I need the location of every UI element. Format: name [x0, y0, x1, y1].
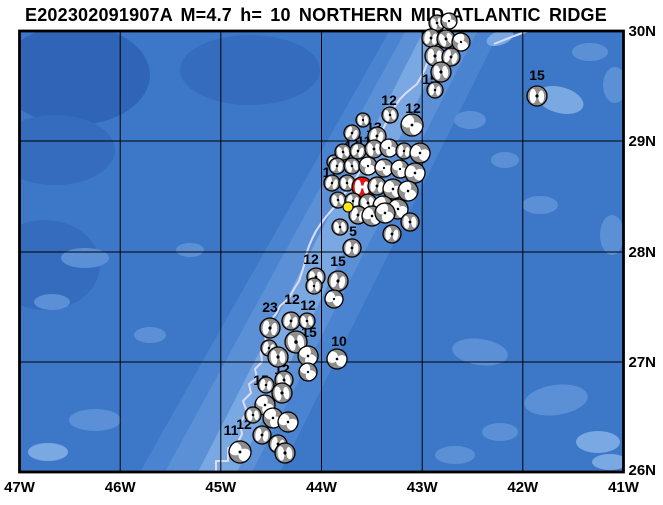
depth-label: 5	[349, 223, 357, 239]
beachball-event[interactable]	[400, 113, 424, 137]
map-frame	[18, 29, 625, 474]
x-axis-label: 42W	[507, 479, 539, 496]
beachball-event[interactable]	[373, 201, 398, 226]
beachball-event[interactable]	[328, 157, 347, 176]
x-axis-label: 44W	[306, 479, 338, 496]
beachball-event[interactable]	[395, 142, 413, 160]
y-axis-label: 30N	[629, 23, 657, 40]
beachball-event[interactable]	[227, 439, 252, 464]
depth-label: 15	[529, 67, 545, 83]
x-axis-label: 46W	[105, 479, 137, 496]
beachball-event[interactable]	[280, 310, 301, 331]
beachball-event[interactable]	[356, 154, 379, 177]
x-axis-label: 45W	[205, 479, 237, 496]
beachball-event[interactable]	[367, 176, 388, 197]
x-axis-label: 43W	[407, 479, 439, 496]
beachball-event[interactable]	[430, 61, 453, 84]
epicenter-dot[interactable]	[342, 201, 354, 213]
y-axis-label: 29N	[629, 133, 657, 150]
depth-label: 12	[405, 100, 421, 116]
beachball-event[interactable]	[426, 81, 444, 99]
beachball-event[interactable]	[440, 46, 462, 68]
y-axis-label: 27N	[629, 354, 657, 371]
depth-label: 23	[262, 299, 278, 315]
depth-label: 12	[284, 291, 300, 307]
beachball-event[interactable]	[440, 12, 459, 31]
depth-label: 12	[381, 92, 397, 108]
beachball-event[interactable]	[259, 317, 281, 339]
ridge-axis-line	[215, 31, 533, 472]
beachball-event[interactable]	[271, 382, 294, 405]
beachball-event[interactable]	[334, 143, 353, 162]
beachball-event[interactable]	[421, 28, 441, 48]
beachball-event[interactable]	[342, 156, 362, 176]
focal-mechanisms	[227, 12, 548, 464]
graticule	[19, 31, 624, 472]
beachball-event[interactable]	[305, 277, 323, 295]
beachball-event[interactable]	[298, 362, 318, 382]
x-axis-label: 41W	[608, 479, 640, 496]
beachball-event[interactable]	[355, 112, 371, 128]
depth-label: 10	[331, 333, 347, 349]
beachball-event[interactable]	[338, 174, 356, 192]
beachball-event[interactable]	[395, 178, 420, 203]
beachball-event[interactable]	[283, 329, 309, 355]
beachball-event[interactable]	[323, 288, 345, 310]
x-axis-label: 47W	[4, 479, 36, 496]
depth-label: 15	[330, 253, 346, 269]
depth-label: 12	[303, 251, 319, 267]
beachball-event[interactable]	[274, 442, 296, 464]
beachball-event[interactable]	[407, 140, 432, 165]
beachball-event[interactable]	[449, 30, 473, 54]
beachball-event[interactable]	[402, 160, 428, 186]
beachball-event[interactable]	[364, 139, 384, 159]
depth-label: 11	[224, 422, 239, 438]
beachball-event[interactable]	[267, 346, 289, 368]
beachball-event[interactable]	[348, 141, 368, 161]
beachball-event[interactable]	[331, 218, 350, 237]
beachball-event[interactable]	[400, 212, 420, 232]
beachball-event[interactable]	[244, 406, 262, 424]
beachball-event[interactable]	[276, 410, 300, 434]
beachball-event[interactable]	[252, 425, 272, 445]
beachball-event[interactable]	[342, 123, 363, 144]
beachball-event[interactable]	[424, 45, 446, 67]
beachball-event[interactable]	[526, 85, 548, 107]
y-axis-label: 26N	[629, 462, 657, 479]
y-axis-label: 28N	[629, 244, 657, 261]
depth-label: 12	[300, 297, 316, 313]
beachball-event[interactable]	[378, 137, 400, 159]
beachball-event[interactable]	[329, 191, 348, 210]
beachball-event[interactable]	[257, 376, 275, 394]
beachball-event[interactable]	[324, 346, 350, 372]
plot-title: E202302091907A M=4.7 h= 10 NORTHERN MID-…	[25, 5, 607, 25]
axis-labels: 47W 46W 45W 44W 43W 42W 41W 30N 29N 28N 27N 26N	[4, 23, 656, 496]
beachball-highlight-event[interactable]	[351, 176, 373, 198]
beachball-event[interactable]	[381, 106, 400, 125]
beachball-event[interactable]	[298, 312, 317, 331]
beachball-event[interactable]	[342, 238, 362, 258]
beachball-event[interactable]	[296, 344, 320, 368]
beachball-event[interactable]	[322, 173, 341, 192]
beachball-event[interactable]	[382, 224, 402, 244]
